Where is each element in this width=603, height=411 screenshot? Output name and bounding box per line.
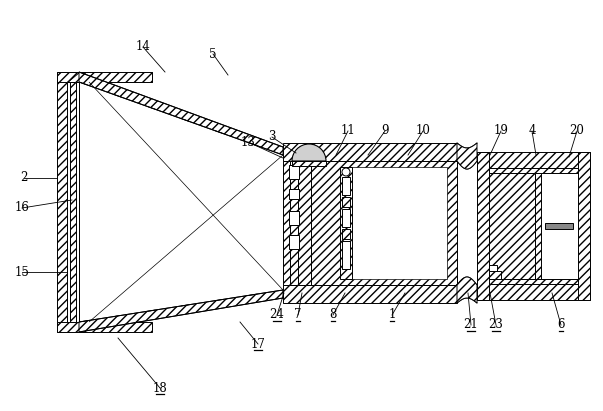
Text: 3: 3 — [268, 131, 276, 143]
Text: 11: 11 — [341, 125, 355, 138]
Bar — [70, 82, 76, 322]
Polygon shape — [67, 72, 152, 82]
Bar — [340, 167, 352, 279]
Bar — [283, 143, 457, 161]
Bar — [477, 284, 590, 300]
Bar — [477, 152, 590, 168]
Bar — [477, 152, 489, 300]
Text: 4: 4 — [528, 125, 535, 138]
Bar — [311, 161, 457, 167]
Bar — [57, 72, 152, 82]
Bar — [311, 161, 457, 285]
Bar — [76, 82, 79, 322]
Bar — [489, 168, 590, 173]
Text: 19: 19 — [494, 125, 508, 138]
Bar — [342, 197, 350, 207]
Bar — [57, 322, 152, 332]
Text: 1: 1 — [388, 309, 396, 321]
Bar — [535, 173, 541, 279]
Circle shape — [342, 168, 350, 176]
Bar — [283, 285, 457, 303]
Text: 7: 7 — [294, 309, 302, 321]
Text: 14: 14 — [136, 41, 150, 53]
Text: 18: 18 — [153, 381, 168, 395]
Bar — [283, 161, 311, 285]
Text: 13: 13 — [241, 136, 256, 148]
Text: 24: 24 — [270, 309, 285, 321]
Bar — [311, 279, 457, 285]
Polygon shape — [79, 72, 283, 155]
Text: 20: 20 — [570, 125, 584, 138]
Bar — [67, 82, 70, 322]
Bar — [489, 265, 497, 271]
Bar — [289, 165, 299, 179]
Bar — [342, 209, 350, 227]
Text: 23: 23 — [488, 319, 504, 332]
Bar — [342, 229, 350, 239]
Text: 16: 16 — [14, 201, 30, 215]
Bar — [289, 189, 299, 199]
Polygon shape — [457, 277, 477, 303]
Bar — [290, 161, 298, 285]
Bar — [290, 179, 298, 189]
Text: 17: 17 — [251, 337, 265, 351]
Bar — [535, 173, 585, 279]
Text: 9: 9 — [381, 125, 389, 138]
Polygon shape — [79, 290, 283, 332]
Bar — [342, 241, 350, 269]
Text: 6: 6 — [557, 319, 565, 332]
Text: 5: 5 — [209, 48, 216, 60]
Bar — [289, 235, 299, 249]
Polygon shape — [457, 143, 477, 169]
Bar — [545, 223, 573, 229]
Text: 15: 15 — [14, 266, 30, 279]
Bar — [489, 271, 501, 279]
Text: 8: 8 — [329, 309, 336, 321]
Bar — [289, 211, 299, 225]
Bar — [489, 279, 590, 284]
Bar — [342, 177, 350, 195]
Text: 10: 10 — [415, 125, 431, 138]
Bar — [343, 167, 447, 279]
Bar — [578, 152, 590, 300]
Bar — [290, 225, 298, 235]
Bar — [290, 199, 298, 211]
Text: 21: 21 — [464, 319, 478, 332]
Bar — [57, 72, 67, 332]
Bar — [489, 173, 590, 279]
Text: 2: 2 — [21, 171, 28, 185]
Wedge shape — [292, 144, 326, 161]
Bar — [292, 161, 326, 166]
Bar — [311, 167, 457, 279]
